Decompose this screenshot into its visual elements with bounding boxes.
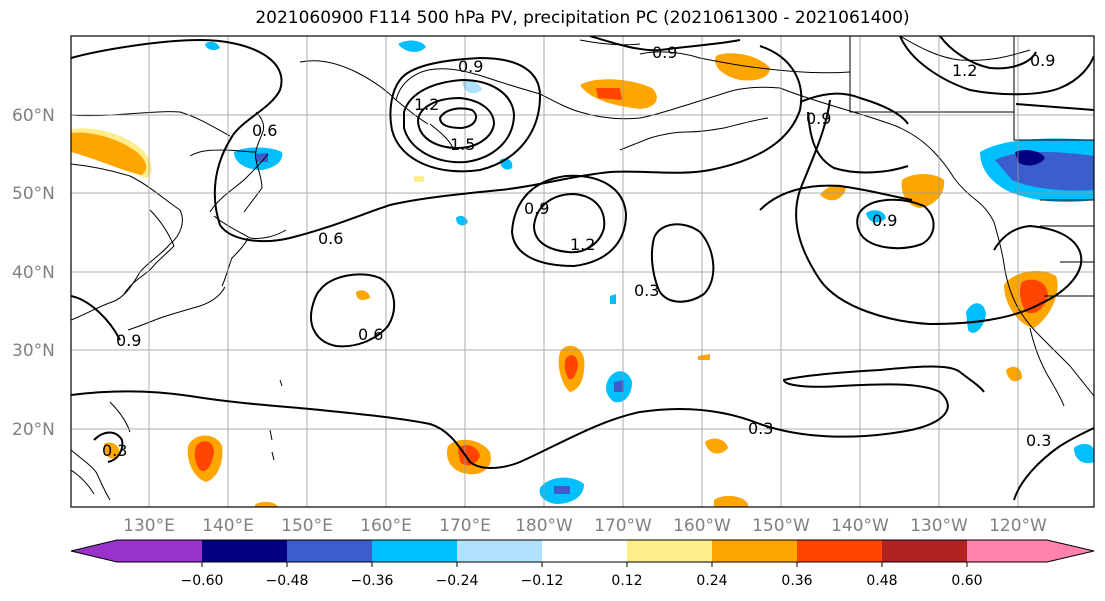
colorbar-segment (882, 540, 967, 562)
coastlines (71, 36, 1094, 501)
colorbar-tick-label: −0.36 (351, 573, 394, 589)
colorbar-segment (967, 540, 1047, 562)
contour-label: 0.9 (652, 43, 677, 62)
map-border (70, 35, 1095, 508)
colorbar: −0.60 −0.48 −0.36 −0.24 −0.12 0.12 0.24 … (70, 539, 1095, 589)
colorbar-outline (70, 539, 1095, 563)
lon-label: 120°W (989, 516, 1047, 536)
contour-label: 0.9 (872, 211, 897, 230)
lat-label: 40°N (12, 263, 55, 283)
contour-label: 1.2 (414, 95, 439, 114)
contour-labels: 0.9 0.9 1.2 0.9 0.6 1.5 1.2 0.9 0.9 1.2 … (102, 43, 1055, 460)
colorbar-tick-label: 0.60 (951, 573, 982, 589)
colorbar-tick-label: −0.24 (436, 573, 479, 589)
colorbar-tick-label: 0.12 (611, 573, 642, 589)
lat-label: 20°N (12, 420, 55, 440)
contour-label: 0.6 (252, 121, 277, 140)
contour-label: 1.2 (570, 235, 595, 254)
map-title: 2021060900 F114 500 hPa PV, precipitatio… (255, 8, 910, 28)
lon-label: 140°W (831, 516, 889, 536)
contour-label: 0.9 (806, 109, 831, 128)
colorbar-segment (202, 540, 287, 562)
colorbar-segment (627, 540, 712, 562)
contour-label: 0.3 (102, 441, 127, 460)
lon-label: 160°E (360, 516, 412, 536)
contour-label: 0.3 (1026, 431, 1051, 450)
colorbar-tick-label: 0.24 (696, 573, 727, 589)
colorbar-segment (712, 540, 797, 562)
contour-label: 0.6 (318, 229, 343, 248)
colorbar-tick-label: 0.48 (866, 573, 897, 589)
colorbar-segment (542, 540, 627, 562)
contour-label: 0.9 (1030, 51, 1055, 70)
lon-label: 160°W (673, 516, 731, 536)
colorbar-segment (797, 540, 882, 562)
colorbar-tick-label: −0.60 (181, 573, 224, 589)
lon-label: 170°W (594, 516, 652, 536)
colorbar-segment (71, 540, 117, 562)
colorbar-segment (1047, 540, 1094, 562)
pv-contours (71, 36, 1094, 501)
lon-label: 180°W (515, 516, 573, 536)
colorbar-segment (287, 540, 372, 562)
lon-label: 150°E (281, 516, 333, 536)
colorbar-tick-label: −0.48 (266, 573, 309, 589)
contour-label: 0.9 (458, 57, 483, 76)
colorbar-tick-label: −0.12 (521, 573, 564, 589)
colorbar-segment (117, 540, 202, 562)
precip-shading (71, 40, 1094, 507)
lon-label: 150°W (752, 516, 810, 536)
colorbar-segment (372, 540, 457, 562)
contour-label: 0.6 (358, 325, 383, 344)
grid-lines (71, 36, 1094, 507)
lon-label: 130°W (910, 516, 968, 536)
contour-label: 0.3 (634, 281, 659, 300)
contour-label: 0.3 (748, 419, 773, 438)
contour-label: 1.2 (952, 61, 977, 80)
contour-label: 1.5 (450, 135, 475, 154)
colorbar-segment (457, 540, 542, 562)
latitude-labels: 60°N 50°N 40°N 30°N 20°N (12, 106, 55, 440)
lon-label: 130°E (123, 516, 175, 536)
contour-label: 0.9 (524, 199, 549, 218)
lat-label: 60°N (12, 106, 55, 126)
lat-label: 30°N (12, 341, 55, 361)
lon-label: 140°E (202, 516, 254, 536)
contour-label: 0.9 (116, 331, 141, 350)
longitude-labels: 130°E 140°E 150°E 160°E 170°E 180°W 170°… (123, 516, 1047, 536)
lat-label: 50°N (12, 184, 55, 204)
lon-label: 170°E (439, 516, 491, 536)
colorbar-tick-label: 0.36 (781, 573, 812, 589)
